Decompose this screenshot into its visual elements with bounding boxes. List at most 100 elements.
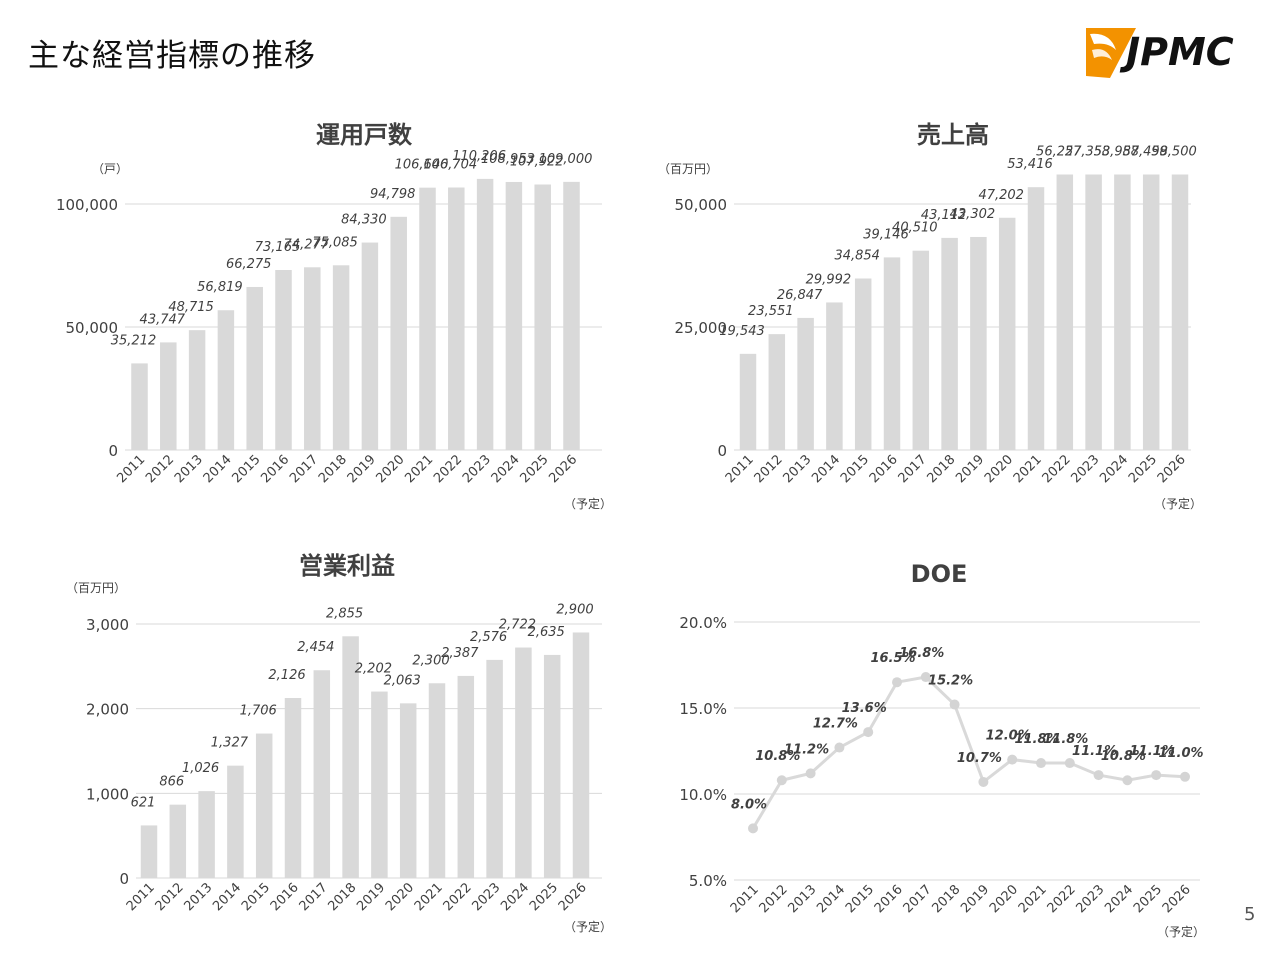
data-label: 19,543 <box>719 324 765 339</box>
bar <box>140 825 158 878</box>
company-logo: JPMC <box>1080 20 1260 84</box>
line-point <box>1093 770 1104 781</box>
data-label: 26,847 <box>777 288 823 303</box>
x-tick-label: 2023 <box>1073 882 1107 916</box>
line-point <box>920 672 931 683</box>
data-label: 10.8% <box>755 749 800 764</box>
data-label: 73,165 <box>255 240 301 255</box>
data-label: 106,640 <box>395 158 449 173</box>
bar <box>448 187 465 450</box>
data-label: 11.8% <box>1014 732 1059 747</box>
y-tick-label: 50,000 <box>66 319 119 337</box>
y-tick-label: 0 <box>119 870 129 888</box>
data-label: 2,387 <box>441 646 479 661</box>
bar <box>515 647 532 878</box>
x-tick-label: 2025 <box>1131 882 1165 916</box>
data-label: 56,227 <box>1036 144 1082 159</box>
line-point <box>1064 758 1075 769</box>
x-tick-label: 2019 <box>354 880 388 914</box>
page-number: 5 <box>1244 904 1256 925</box>
bar <box>313 670 331 878</box>
bar <box>457 675 475 878</box>
data-label: 2,063 <box>384 673 421 688</box>
data-label: 47,202 <box>978 188 1024 203</box>
data-label: 58,987 <box>1094 144 1140 159</box>
bar <box>739 353 757 450</box>
y-tick-label: 2,000 <box>86 701 129 719</box>
data-label: 34,854 <box>834 249 880 264</box>
bar <box>883 257 901 450</box>
data-label: 106,704 <box>423 158 477 173</box>
x-tick-label: 2022 <box>441 880 475 914</box>
x-tick-label: 2020 <box>374 452 408 486</box>
x-tick-label: 2011 <box>723 452 757 486</box>
line-point <box>805 768 816 779</box>
page-title: 主な経営指標の推移 <box>28 38 316 74</box>
x-tick-label: 2026 <box>1155 452 1189 486</box>
x-tick-label: 2024 <box>1102 882 1136 916</box>
data-label: 108,953 <box>481 152 535 167</box>
bar <box>1171 174 1189 451</box>
bar <box>572 632 590 878</box>
data-label: 43,302 <box>950 207 996 222</box>
x-tick-label: 2012 <box>143 452 177 486</box>
y-tick-label: 1,000 <box>86 785 129 803</box>
x-tick-label: 2011 <box>114 452 148 486</box>
x-tick-label: 2015 <box>239 880 273 914</box>
forecast-note: （予定） <box>564 919 612 934</box>
x-tick-label: 2021 <box>1011 452 1045 486</box>
bar <box>284 697 302 878</box>
x-tick-label: 2019 <box>958 882 992 916</box>
data-label: 59,500 <box>1151 144 1197 159</box>
data-label: 15.2% <box>928 674 973 689</box>
x-tick-label: 2026 <box>1160 882 1194 916</box>
x-tick-label: 2020 <box>982 452 1016 486</box>
data-label: 29,992 <box>806 272 852 287</box>
x-tick-label: 2025 <box>527 880 561 914</box>
y-tick-label: 15.0% <box>679 700 727 718</box>
data-label: 48,715 <box>168 300 214 315</box>
x-tick-label: 2015 <box>230 452 264 486</box>
x-tick-label: 2019 <box>953 452 987 486</box>
line-point <box>1122 775 1133 786</box>
data-label: 75,085 <box>312 235 358 250</box>
bar <box>275 270 292 450</box>
forecast-note: （予定） <box>564 496 612 511</box>
data-label: 2,126 <box>268 668 305 683</box>
x-tick-label: 2014 <box>814 882 848 916</box>
x-tick-label: 2015 <box>843 882 877 916</box>
data-label: 66,275 <box>226 257 272 272</box>
data-label: 12.7% <box>813 717 858 732</box>
x-tick-label: 2026 <box>556 880 590 914</box>
data-label: 23,551 <box>748 304 794 319</box>
line-point <box>1180 771 1190 782</box>
data-label: 84,330 <box>341 213 387 228</box>
data-label: 11.0% <box>1158 746 1203 761</box>
bar <box>1142 174 1160 451</box>
data-label: 621 <box>131 795 156 810</box>
data-label: 2,855 <box>326 606 363 621</box>
bar <box>1056 174 1074 451</box>
data-label: 43,112 <box>921 208 967 223</box>
bar <box>399 703 417 878</box>
x-tick-label: 2018 <box>929 882 963 916</box>
data-label: 866 <box>159 775 184 790</box>
line-point <box>892 677 902 688</box>
data-label: 94,798 <box>370 187 416 202</box>
data-label: 12.0% <box>986 729 1031 744</box>
bar <box>246 286 263 450</box>
x-tick-label: 2012 <box>752 452 786 486</box>
chart-title: 売上高 <box>917 121 989 149</box>
x-tick-label: 2025 <box>1126 452 1160 486</box>
data-label: 1,327 <box>211 736 249 751</box>
x-tick-label: 2012 <box>757 882 791 916</box>
data-label: 2,454 <box>297 640 334 655</box>
x-tick-label: 2013 <box>172 452 206 486</box>
data-label: 1,026 <box>182 761 219 776</box>
data-label: 2,900 <box>556 602 593 617</box>
forecast-note: （予定） <box>1157 924 1205 939</box>
x-tick-label: 2014 <box>210 880 244 914</box>
x-tick-label: 2016 <box>872 882 906 916</box>
x-tick-label: 2016 <box>268 880 302 914</box>
